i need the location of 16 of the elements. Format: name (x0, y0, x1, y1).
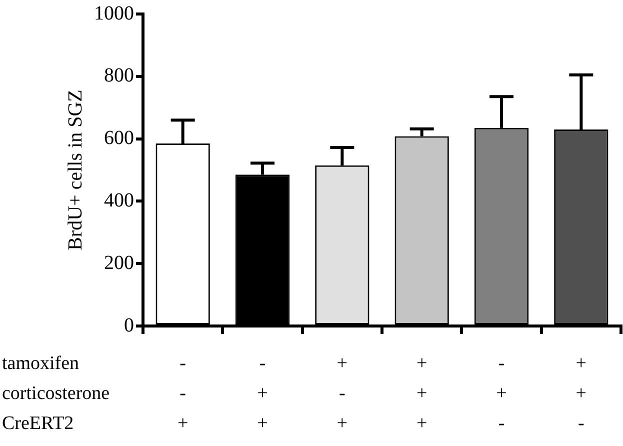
y-tick-label: 1000 (94, 2, 134, 24)
x-tick-label: + - + (336, 352, 348, 434)
x-tick-label: - + + (257, 352, 268, 434)
text: tamoxifen (2, 352, 80, 374)
x-tick-label: - + - (496, 352, 507, 434)
y-tick-label: 600 (104, 127, 134, 150)
y-tick-label: 800 (104, 64, 134, 87)
y-tick-label: 0 (124, 314, 134, 336)
y-tick-label: 200 (104, 252, 134, 274)
y-tick-label: 400 (104, 189, 134, 212)
y-axis-title: BrdU+ cells in SGZ (64, 90, 86, 250)
text: corticosterone (2, 382, 110, 404)
x-tick-label: + + + (416, 352, 428, 434)
text: CreERT2 (2, 412, 74, 434)
x-tick-label: - - + (177, 352, 188, 434)
x-tick-label: + + - (576, 352, 587, 434)
